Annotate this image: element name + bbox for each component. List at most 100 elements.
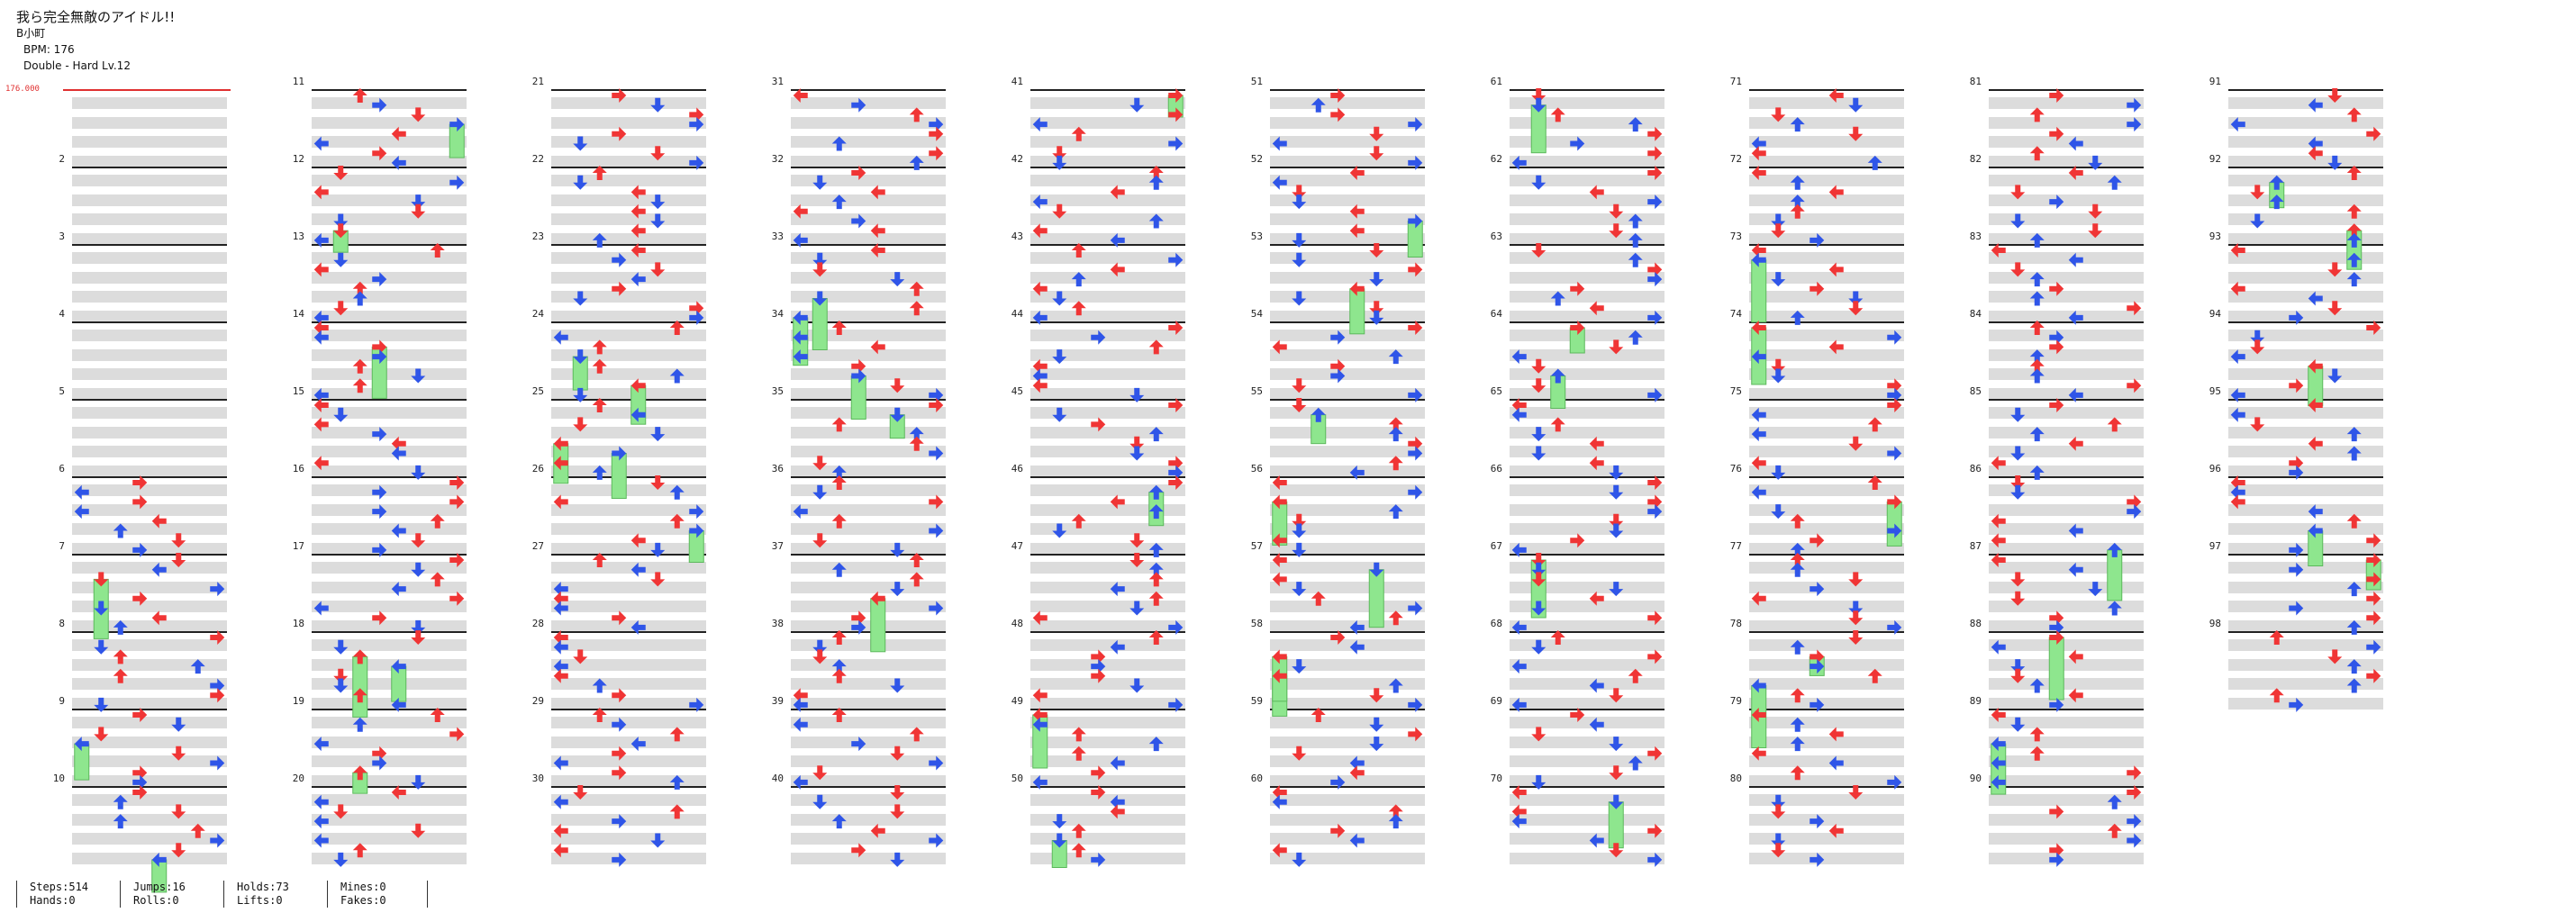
arrow-note [2010,591,2026,606]
arrow-note [650,542,666,557]
measure-line [1749,554,1904,556]
arrow-note [430,572,445,587]
beat-band [312,658,467,671]
arrow-note [1887,494,1902,510]
arrow-note [411,203,426,219]
measure-line [1030,244,1185,246]
measure-line [1749,399,1904,401]
fakes-count: Fakes:0 [340,894,386,907]
beat-band [1510,155,1664,167]
arrow-note [1570,533,1585,548]
beat-band [1510,697,1664,710]
measure-line [1270,399,1425,401]
beat-band [2228,484,2383,496]
arrow-note [2308,291,2323,306]
arrow-note [2366,126,2381,141]
beat-band [1510,407,1664,419]
arrow-note [1647,649,1663,664]
beat-band [2228,348,2383,361]
arrow-note [1531,378,1547,393]
arrow-note [1408,262,1423,277]
arrow-note [553,794,568,809]
arrow-note [2289,542,2304,557]
measure-line [1030,631,1185,633]
arrow-note [1388,427,1403,442]
arrow-note [1848,630,1864,645]
beat-band [791,252,946,264]
arrow-note [94,727,109,742]
beat-band [1270,291,1425,303]
arrow-note [2366,533,2381,548]
measure-line [551,476,706,478]
arrow-note [1647,494,1663,510]
beat-band [72,581,227,593]
arrow-note [333,852,349,867]
beat-band [72,639,227,651]
arrow-note [2029,291,2045,306]
beat-band [1749,774,1904,787]
measure-number: 88 [1969,618,1982,629]
arrow-note [630,562,646,577]
arrow-note [2049,339,2064,355]
beat-band [1989,407,2144,419]
arrow-note [1110,755,1125,771]
beat-band [72,503,227,516]
arrow-note [1867,155,1882,170]
arrow-note [2049,804,2064,819]
beat-band [72,523,227,535]
beat-band [1749,852,1904,864]
arrow-note [1570,321,1585,335]
beat-band [1989,271,2144,284]
measure-line [791,786,946,788]
measure-number: 40 [771,773,784,784]
arrow-note [313,737,329,752]
beat-band [1989,387,2144,400]
beat-band [1270,833,1425,845]
beat-band [1510,291,1664,303]
arrow-note [2346,427,2362,442]
arrow-note [1589,591,1604,606]
arrow-note [1751,252,1766,267]
measure-line [791,321,946,323]
arrow-note [1032,368,1048,384]
arrow-note [1129,533,1145,548]
arrow-note [650,213,666,229]
beat-band [312,407,467,419]
measure-number: 45 [1011,385,1023,397]
beat-band [1030,310,1185,322]
arrow-note [793,717,808,732]
arrow-note [1771,843,1786,858]
arrow-note [1349,755,1365,771]
arrow-note [2250,330,2265,345]
arrow-note [1887,446,1902,461]
beat-band [791,232,946,245]
beat-band [2228,387,2383,400]
arrow-note [2230,349,2245,365]
arrow-note [449,553,465,567]
measure-number: 59 [1250,695,1263,707]
measure-number: 77 [1729,540,1742,552]
arrow-note [630,619,646,635]
measure-number: 14 [292,308,304,320]
arrow-note [1531,727,1547,742]
beat-band [1270,310,1425,322]
arrow-note [1810,232,1825,248]
beat-band [1030,601,1185,612]
measure-number: 70 [1490,773,1502,784]
arrow-note [1609,484,1624,500]
arrow-note [1771,213,1786,229]
arrow-note [2346,619,2362,635]
arrow-note [1129,678,1145,693]
measure-line [312,631,467,633]
measure-line [312,167,467,168]
arrow-note [2346,252,2362,267]
arrow-note [1148,166,1164,180]
beat-band [72,252,227,264]
arrow-note [851,843,866,858]
arrow-note [909,281,924,296]
beat-band [1749,562,1904,574]
arrow-note [1531,601,1547,616]
arrow-note [1609,465,1624,480]
arrow-note [1589,678,1604,693]
